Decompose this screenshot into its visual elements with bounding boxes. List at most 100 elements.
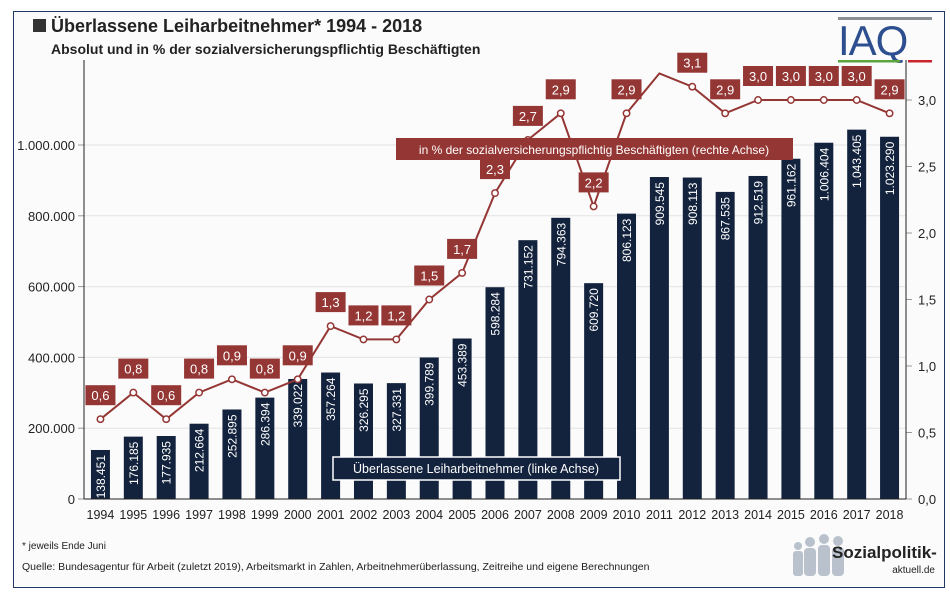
x-tick-label: 2018 [876,508,904,522]
x-tick-label: 2013 [711,508,739,522]
bar [222,409,242,499]
left-tick-label: 800.000 [28,209,75,224]
percent-label-box [808,66,839,86]
bar-value-label: 326.295 [357,388,371,432]
bar [123,436,143,499]
left-tick-label: 600.000 [28,280,75,295]
legend-line-box [396,138,793,160]
left-tick-label: 0 [68,492,75,507]
percent-label-box [85,385,116,406]
percent-point [721,109,730,118]
bar-value-label: 1.023.290 [883,141,897,195]
percent-point [195,388,204,397]
right-tick-label: 3,0 [918,93,936,108]
percent-label-box [545,79,576,100]
percent-point [786,96,795,104]
percent-point [392,335,401,344]
percent-point [491,189,499,198]
percent-label: 1,2 [354,308,372,323]
legend-line-label: in % der sozialversicherungspflichtig Be… [419,143,769,157]
chart-subtitle: Absolut und in % der sozialversicherungs… [51,41,481,57]
bar [847,129,867,499]
x-tick-label: 2002 [350,508,378,522]
bar [90,449,110,499]
bar-value-label: 609.720 [587,288,601,332]
percent-label: 2,2 [585,175,603,190]
x-tick-label: 2011 [646,508,673,522]
percent-line: 0,6 0,8 0,6 0,8 0,9 0,8 0,9 1,3 1,2 1,2 1,5 1,7 2,3 2… [85,52,905,424]
bar [485,287,505,499]
right-tick-label: 0,0 [918,492,936,507]
percent-label: 2,9 [617,82,635,97]
bar [715,191,735,499]
percent-label-box [282,345,313,366]
percent-label: 1,2 [387,308,405,323]
percent-label: 1,5 [420,269,438,284]
percent-label-box [249,358,280,379]
percent-label: 3,0 [848,69,866,84]
bar [156,436,176,499]
bar-value-label: 252.895 [225,414,239,458]
percent-point [754,96,762,104]
x-tick-label: 1998 [218,508,246,522]
percent-label: 2,9 [881,82,899,97]
bar-value-label: 339.022 [291,384,305,428]
bar-value-label: 731.152 [521,245,535,289]
left-tick-label: 1.000.000 [17,138,75,153]
x-tick-label: 1999 [251,508,279,522]
bar [880,136,900,499]
x-tick-label: 1997 [185,508,213,522]
x-tick-label: 2016 [810,508,838,522]
right-tick-label: 2,5 [918,160,936,175]
bar-value-label: 357.264 [324,377,338,421]
percent-label-box [118,358,149,379]
legend-bar-label: Überlassene Leiharbeitnehmer (linke Achs… [353,462,599,476]
percent-point [589,202,598,211]
bar-value-label: 867.535 [719,197,733,241]
bar [617,213,637,500]
percent-point [96,415,105,424]
right-tick-label: 1,0 [918,359,936,374]
bars: 138.451 176.185 177.935 212.664 252.895 286.3… [90,129,900,500]
percent-point [556,109,565,118]
x-tick-label: 1996 [152,508,180,522]
bar [189,423,209,499]
x-tick-label: 2003 [382,508,410,522]
left-tick-label: 200.000 [28,421,75,436]
bar-value-label: 327.331 [390,388,404,432]
percent-label-box [874,79,905,100]
percent-label-box [216,345,247,366]
percent-label-box [775,66,806,86]
bar-value-label: 912.519 [752,181,766,225]
percent-label-box [677,52,708,73]
percent-label-box [743,66,774,86]
x-tick-label: 2007 [514,508,542,522]
bar-value-label: 399.789 [423,362,437,406]
legend-bar-box [332,456,621,481]
percent-label-box [315,292,346,313]
x-tick-label: 2005 [448,508,476,522]
x-tick-label: 1995 [119,508,147,522]
percent-label: 3,0 [782,69,800,84]
footnote: * jeweils Ende Juni [22,541,106,552]
percent-label-box [381,305,412,326]
bar-value-label: 138.451 [94,455,108,499]
brand-line1: Sozialpolitik- [832,543,937,562]
bar-value-label: 1.043.405 [850,134,864,188]
percent-point [819,96,828,104]
percent-label: 1,7 [453,242,471,257]
source-note: Quelle: Bundesagentur für Arbeit (zuletz… [22,561,650,573]
percent-label: 0,9 [223,348,241,363]
percent-label-box [710,79,741,100]
percent-label: 0,8 [256,362,274,377]
percent-point [228,375,236,384]
percent-label: 1,3 [322,295,340,310]
percent-label: 3,0 [749,69,767,84]
bar-value-label: 909.545 [653,182,667,226]
x-tick-label: 2008 [547,508,575,522]
right-tick-label: 2,0 [918,226,936,241]
brand-line2: aktuell.de [892,565,935,576]
sozialpolitik-logo: Sozialpolitik- aktuell.de [793,534,937,576]
iaq-logo-text: IAQ [838,17,907,64]
